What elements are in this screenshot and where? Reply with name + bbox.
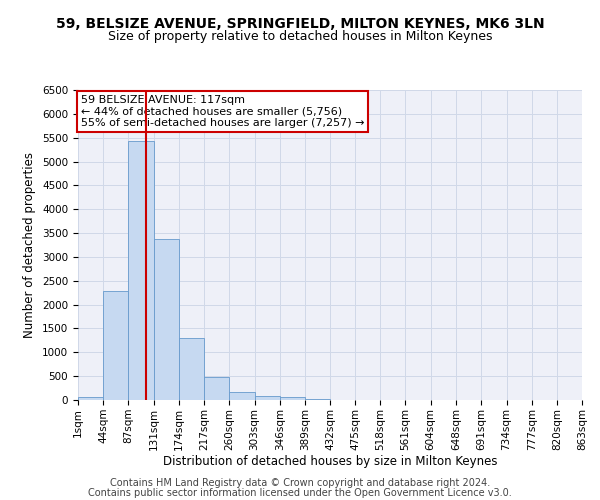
Bar bbox=[229, 392, 254, 400]
Text: 59, BELSIZE AVENUE, SPRINGFIELD, MILTON KEYNES, MK6 3LN: 59, BELSIZE AVENUE, SPRINGFIELD, MILTON … bbox=[56, 18, 544, 32]
Bar bbox=[204, 377, 229, 400]
Bar bbox=[179, 338, 204, 400]
Bar bbox=[128, 141, 154, 400]
Text: 59 BELSIZE AVENUE: 117sqm
← 44% of detached houses are smaller (5,756)
55% of se: 59 BELSIZE AVENUE: 117sqm ← 44% of detac… bbox=[80, 94, 364, 128]
Bar bbox=[103, 292, 128, 400]
Text: Size of property relative to detached houses in Milton Keynes: Size of property relative to detached ho… bbox=[108, 30, 492, 43]
Text: Contains HM Land Registry data © Crown copyright and database right 2024.: Contains HM Land Registry data © Crown c… bbox=[110, 478, 490, 488]
Y-axis label: Number of detached properties: Number of detached properties bbox=[23, 152, 37, 338]
Bar bbox=[254, 396, 280, 400]
Text: Contains public sector information licensed under the Open Government Licence v3: Contains public sector information licen… bbox=[88, 488, 512, 498]
Bar bbox=[154, 239, 179, 400]
Bar bbox=[78, 396, 103, 400]
X-axis label: Distribution of detached houses by size in Milton Keynes: Distribution of detached houses by size … bbox=[163, 456, 497, 468]
Bar bbox=[280, 397, 305, 400]
Bar bbox=[305, 398, 330, 400]
